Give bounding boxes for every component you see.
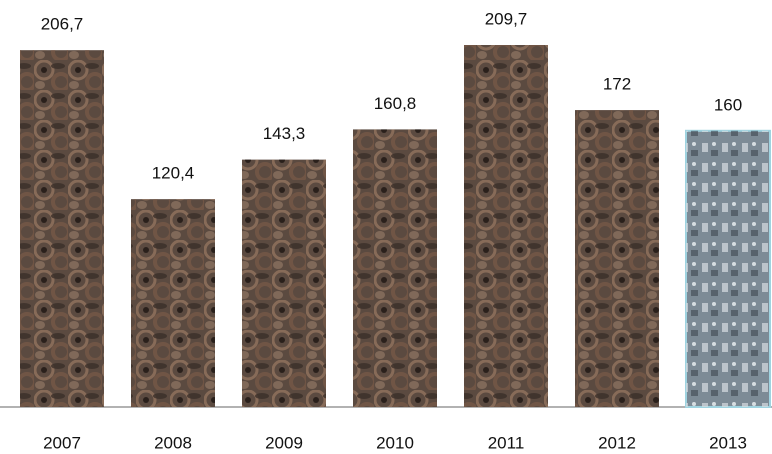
value-label: 120,4 — [152, 164, 195, 183]
x-tick-label: 2008 — [154, 433, 192, 452]
bar-texture — [20, 50, 104, 407]
x-tick-label: 2011 — [488, 433, 525, 452]
bar-texture — [242, 159, 326, 407]
value-label: 206,7 — [41, 15, 84, 34]
x-tick-label: 2007 — [43, 433, 81, 452]
bar-texture — [686, 130, 770, 407]
value-label: 143,3 — [263, 124, 306, 143]
bar-texture — [131, 199, 215, 407]
bar-texture — [353, 129, 437, 408]
x-tick-label: 2013 — [709, 433, 747, 452]
value-label: 172 — [603, 75, 631, 94]
value-label: 209,7 — [485, 9, 528, 28]
x-tick-label: 2009 — [265, 433, 303, 452]
value-label: 160 — [714, 95, 742, 114]
bar-texture — [575, 110, 659, 407]
bar-texture — [464, 45, 548, 407]
x-tick-label: 2010 — [376, 433, 414, 452]
value-label: 160,8 — [374, 94, 417, 113]
x-tick-label: 2012 — [598, 433, 636, 452]
